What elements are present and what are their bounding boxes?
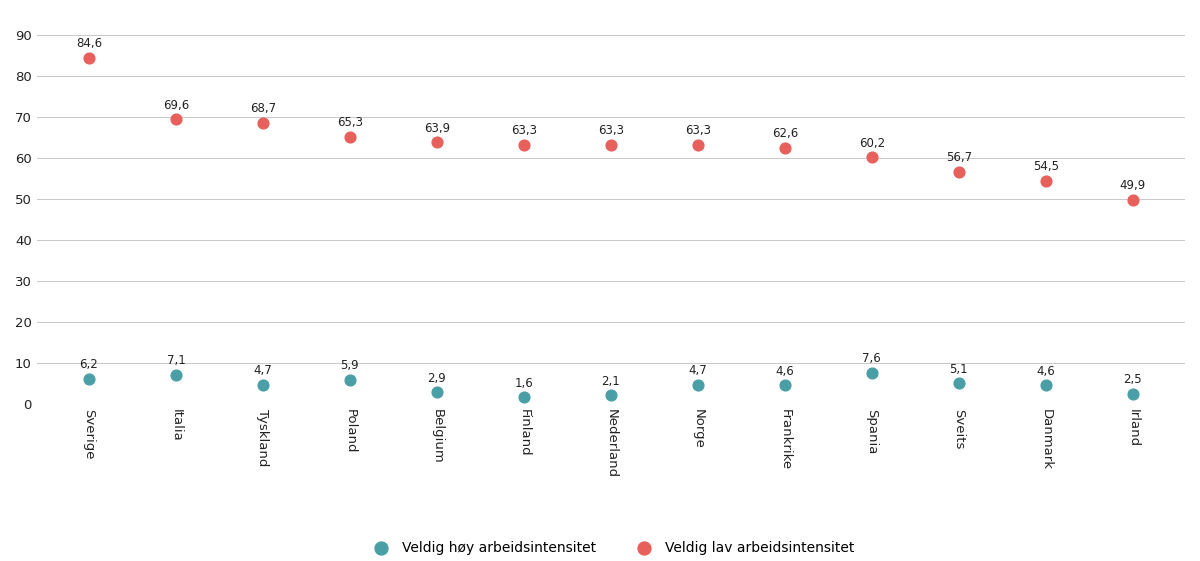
Text: 63,9: 63,9 (424, 122, 450, 135)
Text: 4,7: 4,7 (689, 364, 707, 378)
Veldig høy arbeidsintensitet (427, 388, 446, 397)
Veldig høy arbeidsintensitet (775, 380, 794, 389)
Veldig lav arbeidsintensitet (689, 140, 708, 149)
Veldig høy arbeidsintensitet (601, 391, 620, 400)
Veldig lav arbeidsintensitet (515, 140, 534, 149)
Text: 54,5: 54,5 (1033, 160, 1058, 173)
Legend: Veldig høy arbeidsintensitet, Veldig lav arbeidsintensitet: Veldig høy arbeidsintensitet, Veldig lav… (361, 535, 860, 560)
Text: 69,6: 69,6 (163, 99, 190, 112)
Text: 6,2: 6,2 (79, 358, 98, 371)
Veldig lav arbeidsintensitet (79, 53, 98, 62)
Text: 84,6: 84,6 (76, 37, 102, 50)
Veldig høy arbeidsintensitet (949, 379, 968, 388)
Veldig høy arbeidsintensitet (253, 380, 272, 389)
Text: 7,1: 7,1 (167, 355, 185, 367)
Veldig høy arbeidsintensitet (515, 393, 534, 402)
Veldig lav arbeidsintensitet (167, 114, 186, 123)
Text: 68,7: 68,7 (250, 102, 276, 116)
Veldig lav arbeidsintensitet (949, 167, 968, 176)
Veldig høy arbeidsintensitet (863, 369, 882, 378)
Veldig lav arbeidsintensitet (253, 118, 272, 127)
Text: 60,2: 60,2 (859, 137, 884, 150)
Veldig høy arbeidsintensitet (79, 374, 98, 383)
Veldig lav arbeidsintensitet (1037, 176, 1056, 185)
Text: 4,6: 4,6 (1037, 365, 1055, 378)
Veldig lav arbeidsintensitet (863, 153, 882, 162)
Text: 7,6: 7,6 (863, 352, 881, 365)
Text: 5,9: 5,9 (341, 360, 359, 373)
Veldig lav arbeidsintensitet (341, 132, 360, 141)
Veldig høy arbeidsintensitet (341, 375, 360, 384)
Text: 65,3: 65,3 (337, 116, 362, 129)
Text: 2,1: 2,1 (601, 375, 620, 388)
Text: 1,6: 1,6 (515, 377, 533, 390)
Text: 4,6: 4,6 (775, 365, 794, 378)
Veldig høy arbeidsintensitet (1037, 380, 1056, 389)
Text: 63,3: 63,3 (511, 125, 536, 137)
Text: 56,7: 56,7 (946, 151, 972, 164)
Veldig lav arbeidsintensitet (1123, 195, 1142, 204)
Veldig lav arbeidsintensitet (775, 143, 794, 152)
Veldig lav arbeidsintensitet (601, 140, 620, 149)
Veldig høy arbeidsintensitet (689, 380, 708, 389)
Veldig lav arbeidsintensitet (427, 138, 446, 147)
Text: 63,3: 63,3 (598, 125, 624, 137)
Text: 2,5: 2,5 (1123, 373, 1142, 387)
Text: 63,3: 63,3 (685, 125, 710, 137)
Text: 62,6: 62,6 (772, 127, 798, 140)
Text: 49,9: 49,9 (1120, 180, 1146, 192)
Veldig høy arbeidsintensitet (167, 370, 186, 379)
Text: 2,9: 2,9 (427, 372, 446, 385)
Text: 4,7: 4,7 (253, 364, 272, 378)
Veldig høy arbeidsintensitet (1123, 389, 1142, 398)
Text: 5,1: 5,1 (949, 362, 968, 376)
